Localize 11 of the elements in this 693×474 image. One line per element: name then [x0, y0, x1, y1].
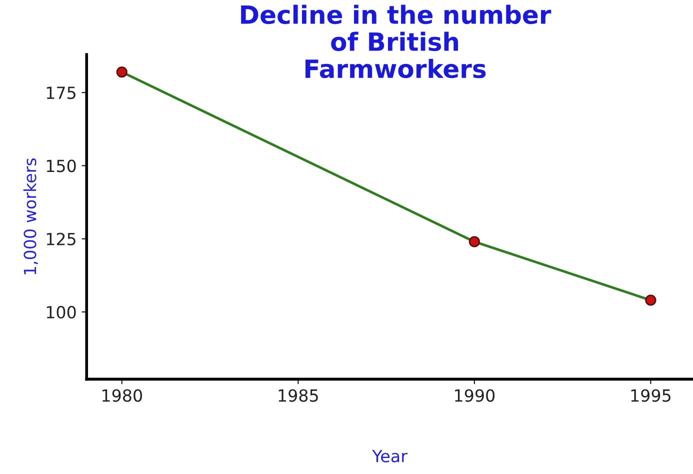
x-tick-label: 1990 — [455, 389, 495, 402]
x-axis-title: Year — [372, 450, 408, 462]
x-tick-label: 1985 — [278, 389, 318, 402]
chart-title: Decline in the number of British Farmworkers — [241, 4, 552, 78]
y-tick-label: 150 — [46, 160, 76, 172]
y-tick-label: 100 — [46, 306, 76, 318]
y-axis-title: 1,000 workers — [23, 158, 38, 274]
y-tick-label: 125 — [46, 232, 76, 246]
x-tick-label: 1980 — [102, 389, 142, 402]
x-tick-label: 1995 — [631, 389, 670, 402]
y-tick-label: 175 — [46, 86, 76, 100]
